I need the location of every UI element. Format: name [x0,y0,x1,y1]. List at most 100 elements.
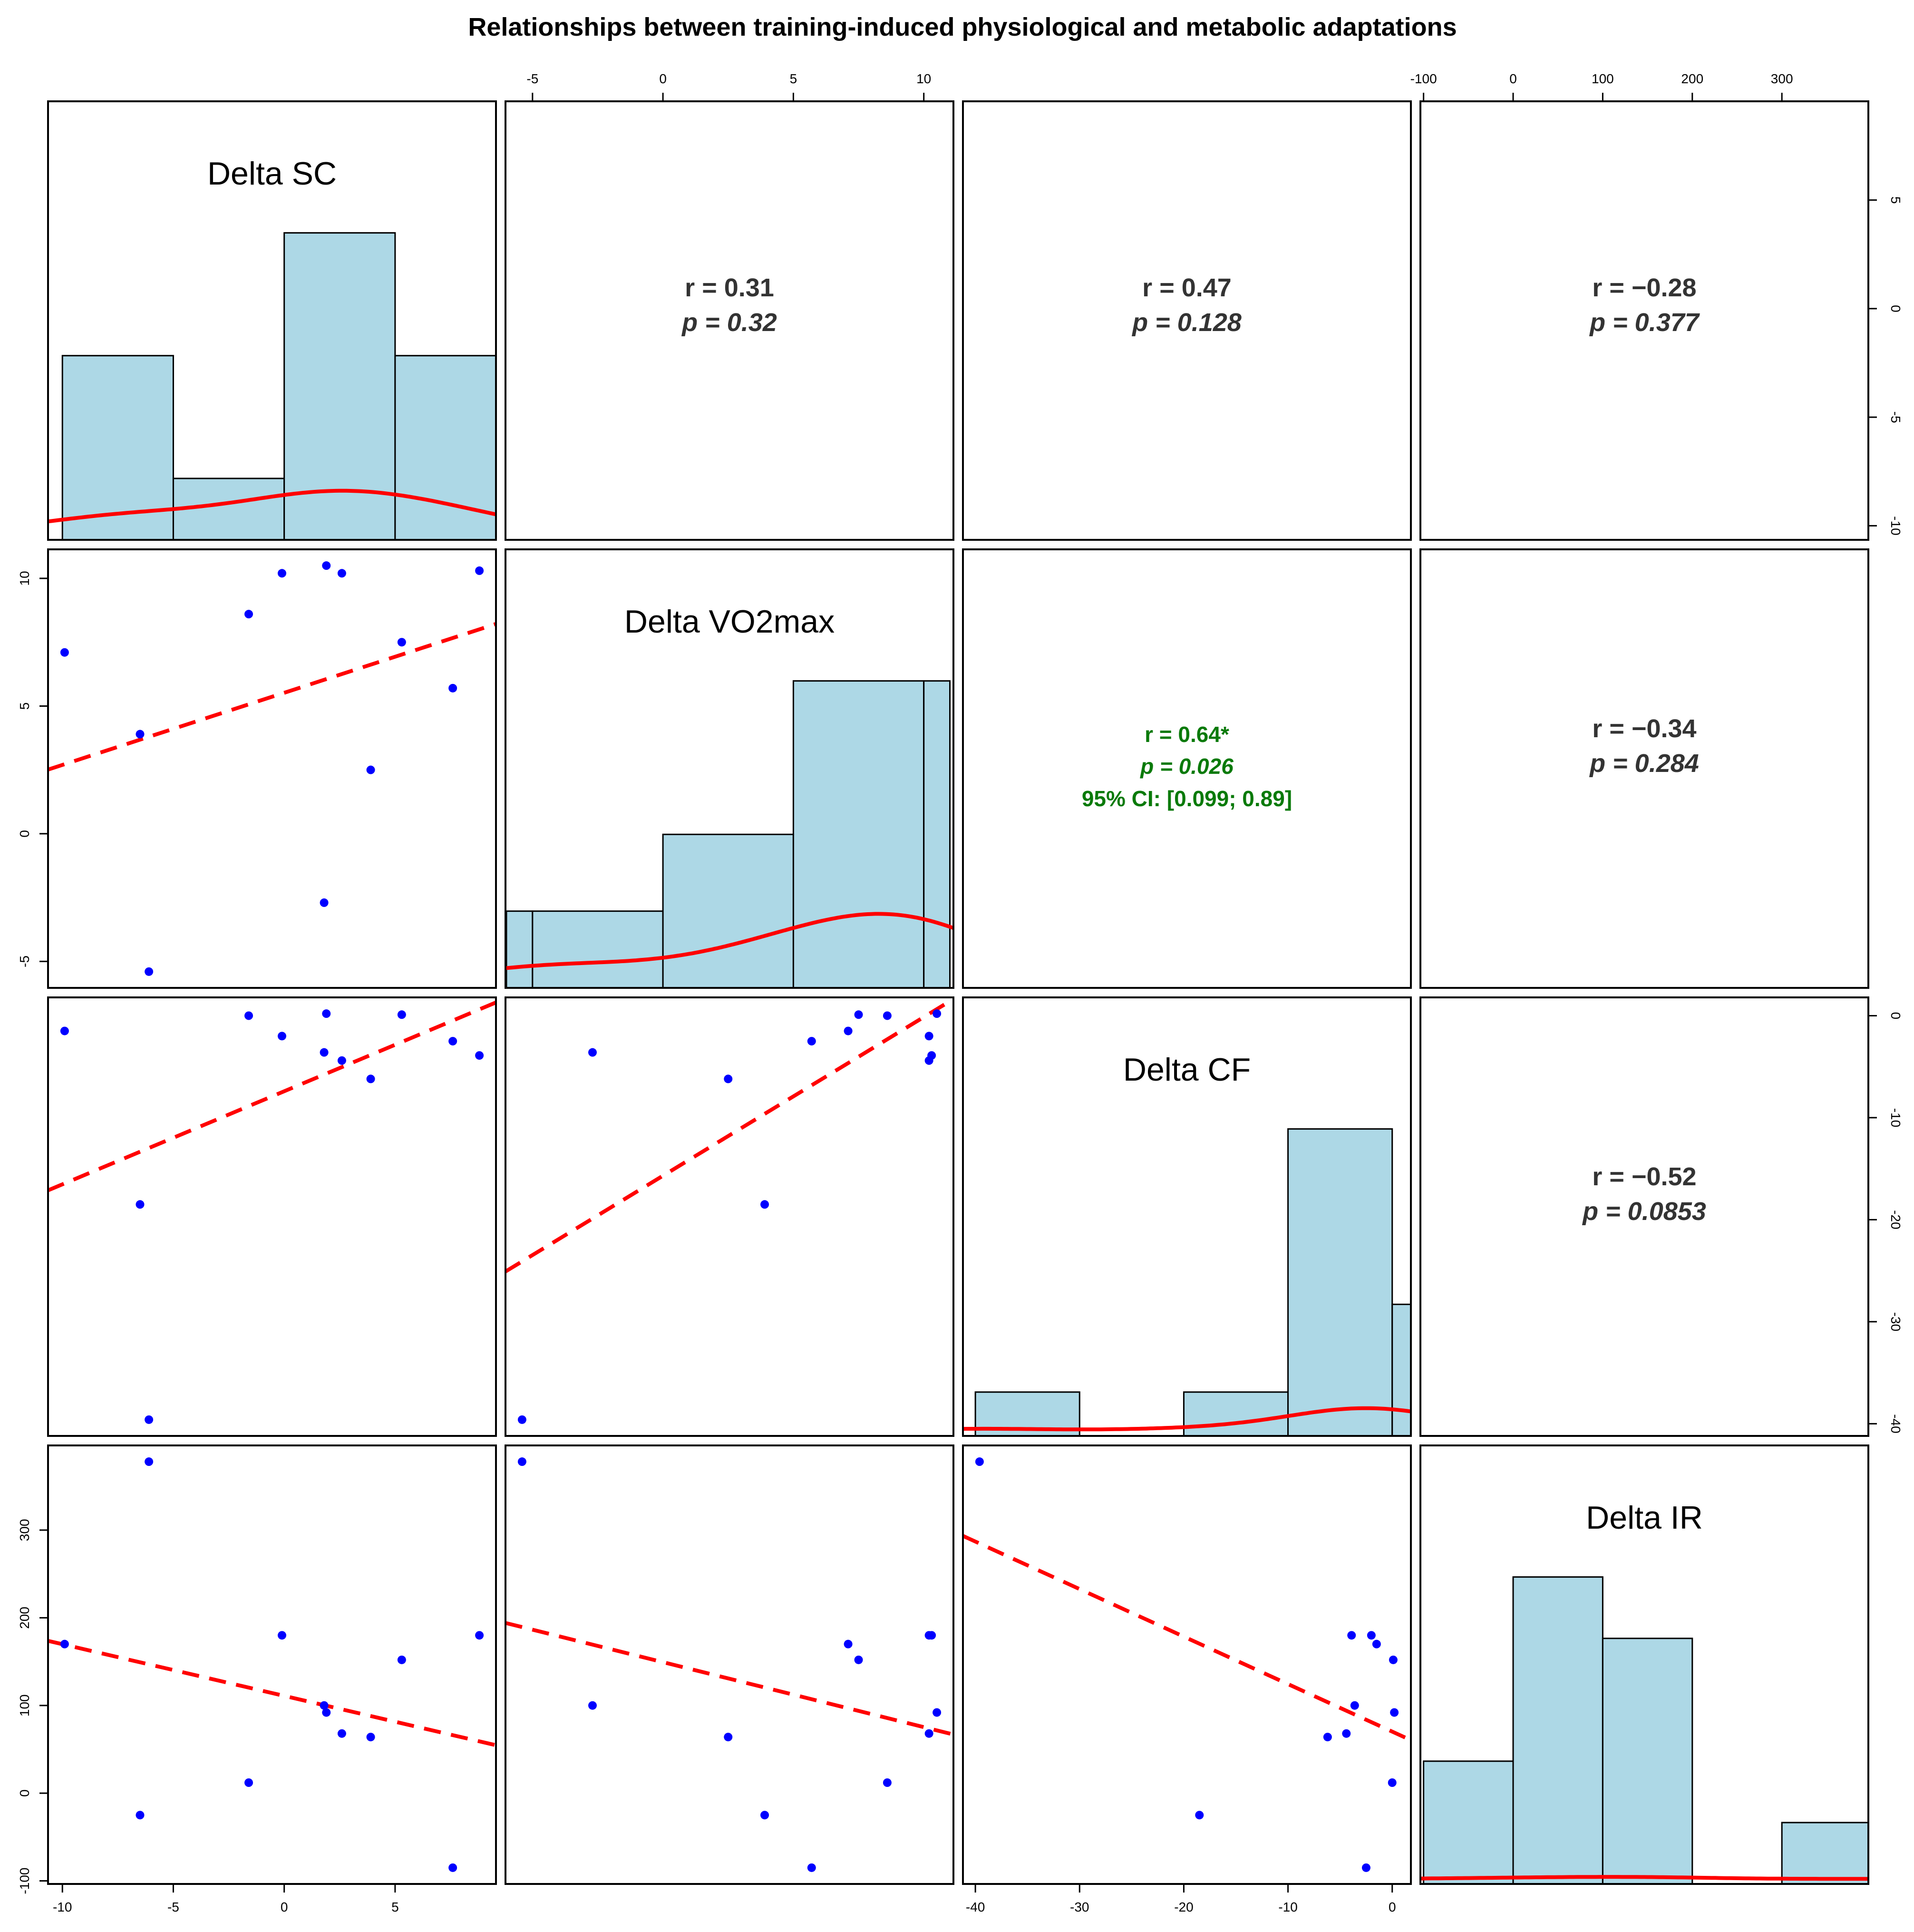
regression-line [505,997,953,1273]
data-point [517,1457,526,1466]
panel-border [1419,100,1869,541]
x-tick-label: 0 [659,71,667,86]
panel-border [505,996,954,1437]
panel-border [505,100,954,541]
panel-2-0 [47,996,497,1437]
y-tick-label: 5 [17,703,32,710]
correlation-ci: 95% CI: [0.099; 0.89] [1082,786,1292,811]
data-point [844,1026,853,1035]
panel-0-2: r = 0.47 p = 0.128 [962,100,1412,541]
data-point [475,1051,484,1060]
panel-3-2 [962,1444,1412,1885]
regression-line [48,622,496,771]
data-point [60,1639,69,1649]
regression-line [48,1639,496,1747]
data-point [1389,1655,1398,1664]
panel-border [47,548,497,989]
histogram-bar-delta-vo2max-2 [662,833,794,988]
panel-3-3: Delta IR [1419,1444,1869,1885]
data-point [277,569,286,578]
x-tick-label: -5 [167,1900,179,1914]
data-point [807,1037,816,1046]
data-point [320,1701,329,1710]
data-point [1195,1811,1204,1820]
panel-content [48,1457,496,1872]
panel-content [963,1457,1411,1872]
data-point [1347,1631,1356,1640]
data-point [136,1200,145,1209]
correlation-r: r = −0.52 [1592,1162,1696,1191]
data-point [1390,1708,1399,1717]
y-tick-label: 0 [1888,1012,1903,1020]
y-tick-label: -5 [17,956,32,967]
matrix-panels: Delta SC r = 0.31 p = 0.32 r = 0.47 p = 0.12… [17,71,1903,1914]
data-point [883,1011,892,1020]
y-tick-label: 0 [17,1789,32,1797]
data-point [475,1631,484,1640]
x-tick-label: -100 [1410,71,1437,86]
correlation-p: p = 0.0853 [1582,1197,1706,1226]
data-point [975,1457,984,1466]
density-curve [1420,1875,1868,1881]
correlation-r: r = −0.34 [1592,714,1696,743]
data-point [322,1009,331,1018]
data-point [244,1011,253,1020]
panel-2-3: r = −0.52 p = 0.0853 [1419,996,1869,1437]
data-point [933,1708,942,1717]
y-tick-label: -5 [1888,411,1903,423]
regression-line [963,1534,1411,1742]
panel-content [48,1000,496,1424]
regression-line [505,1621,953,1737]
panel-content [1420,1576,1868,1884]
histogram-bar-delta-cf-2 [1183,1391,1289,1436]
data-point [924,1729,933,1738]
data-point [60,648,69,657]
panel-1-3: r = −0.34 p = 0.284 [1419,548,1869,989]
data-point [924,1032,933,1041]
x-tick-label: -20 [1174,1900,1193,1914]
data-point [933,1009,942,1018]
data-point [844,1639,853,1649]
data-point [337,1056,346,1065]
variable-label: Delta VO2max [624,604,835,640]
data-point [1323,1733,1332,1742]
x-tick-label: 200 [1681,71,1703,86]
y-tick-label: 200 [17,1607,32,1629]
data-point [927,1051,936,1060]
histogram-bar-delta-ir-2 [1602,1638,1693,1884]
x-tick-label: 5 [391,1900,399,1914]
density-curve [505,912,953,970]
data-point [760,1200,769,1209]
panel-border [962,996,1412,1437]
data-point [927,1631,936,1640]
correlation-p: p = 0.026 [1139,754,1234,779]
histogram-bar-delta-ir-1 [1512,1576,1603,1884]
correlation-p: p = 0.284 [1589,749,1699,778]
data-point [145,1457,154,1466]
panel-border [962,100,1412,541]
correlation-r: r = −0.28 [1592,273,1696,302]
data-point [145,967,154,976]
y-tick-label: -20 [1888,1210,1903,1229]
panel-border [505,548,954,989]
x-tick-label: -30 [1070,1900,1089,1914]
y-tick-label: 10 [17,571,32,585]
variable-label: Delta CF [1123,1052,1251,1088]
data-point [588,1048,597,1057]
panel-0-0: Delta SC [47,100,497,541]
data-point [588,1701,597,1710]
data-point [337,1729,346,1738]
data-point [322,1708,331,1717]
x-tick-label: -40 [966,1900,985,1914]
data-point [320,1048,329,1057]
panel-border [47,996,497,1437]
data-point [807,1863,816,1872]
histogram-bar-delta-vo2max-1 [532,910,664,988]
histogram-bar-delta-vo2max-4 [923,680,951,988]
data-point [277,1631,286,1640]
y-tick-label: 5 [1888,196,1903,204]
data-point [366,1074,375,1083]
data-point [320,898,329,907]
data-point [1388,1778,1397,1787]
